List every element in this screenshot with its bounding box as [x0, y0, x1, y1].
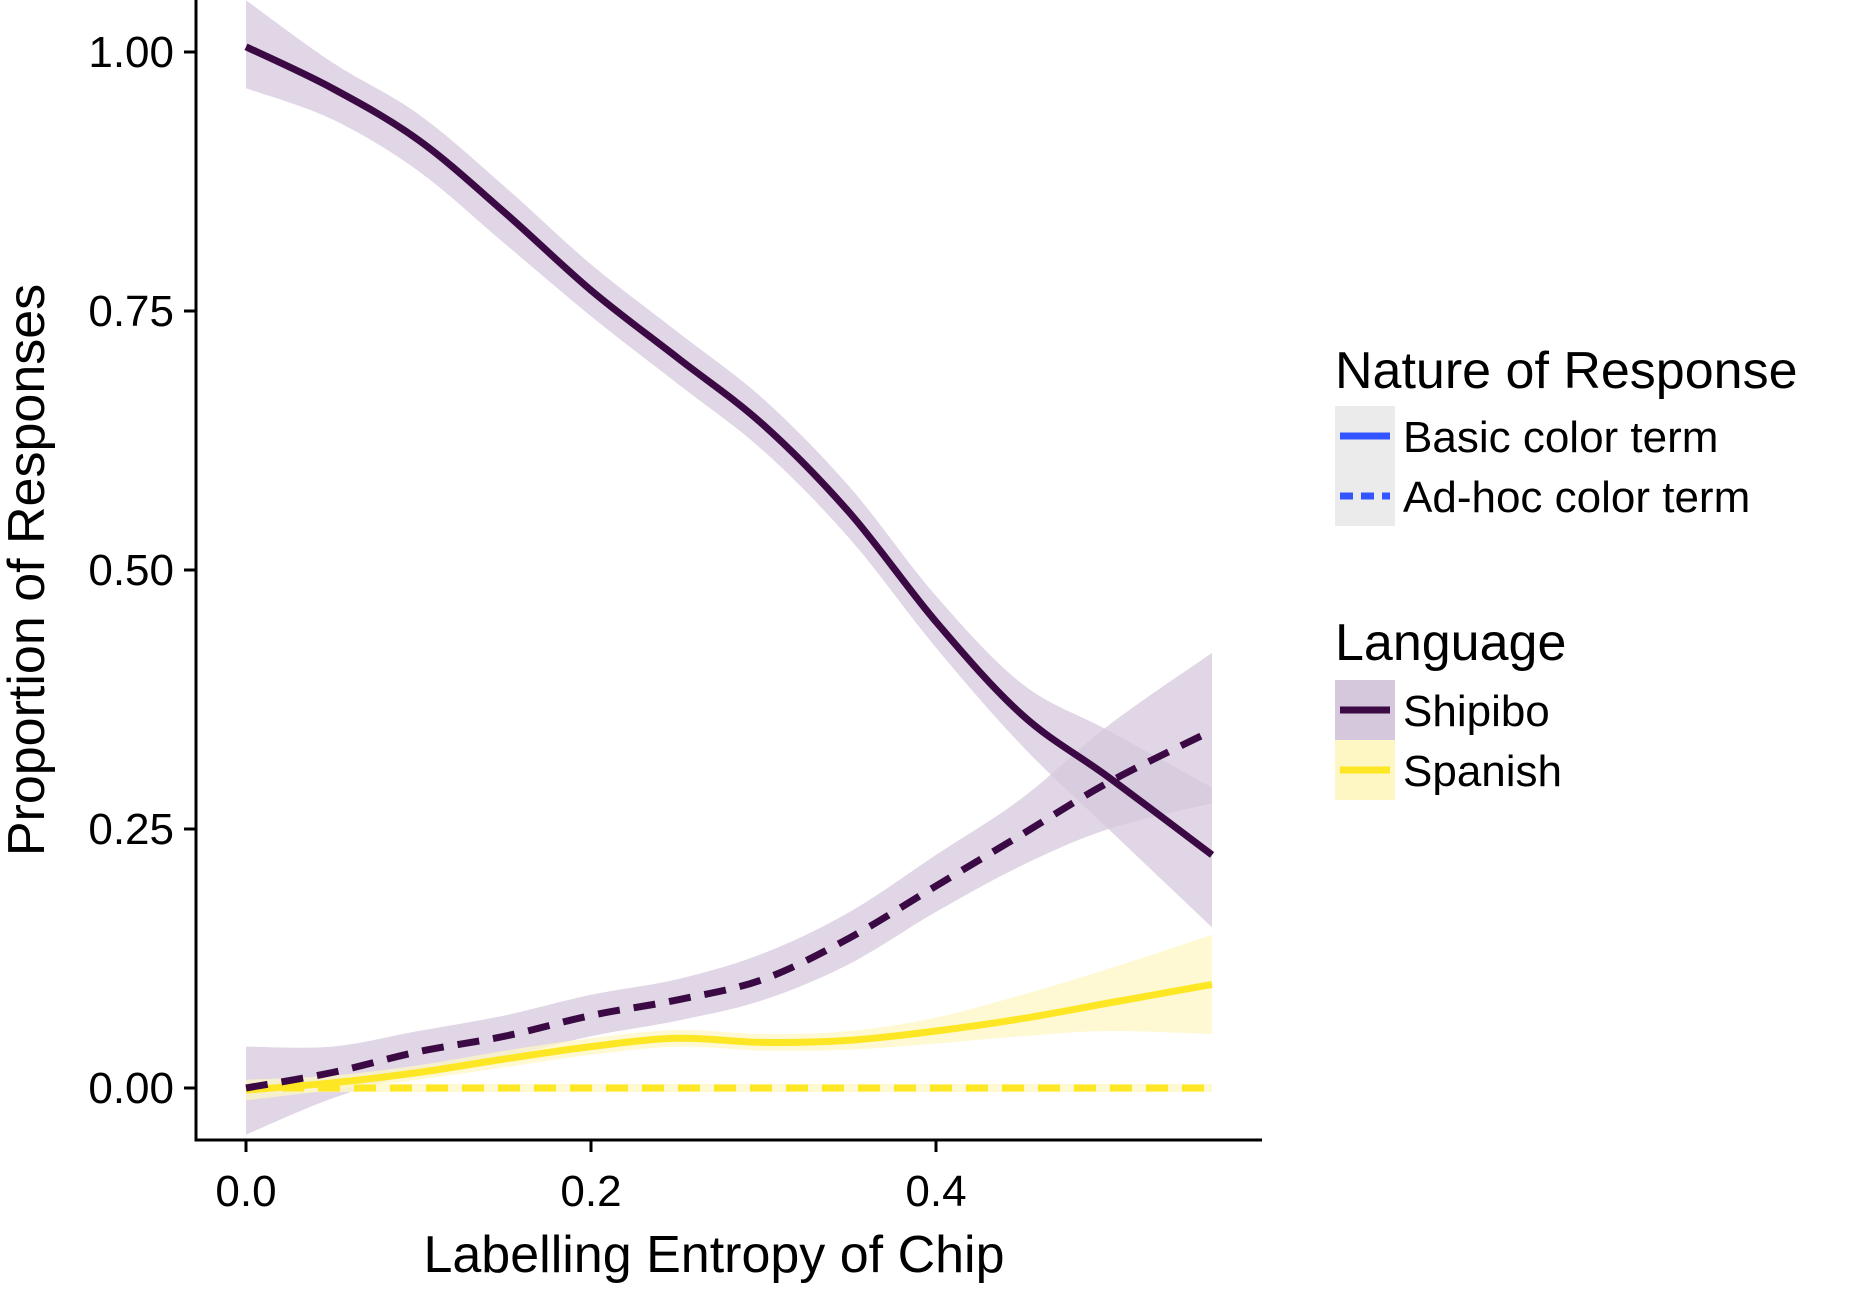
legend-label: Basic color term — [1403, 413, 1718, 462]
line-spanish-basic-color-term — [245, 980, 1213, 1094]
legend-label: Shipibo — [1403, 687, 1550, 736]
x-tick-label: 0.2 — [560, 1167, 621, 1216]
y-axis-ticks: 0.00 0.25 0.50 0.75 1.00 — [88, 28, 196, 1113]
x-tick-label: 0.0 — [215, 1167, 276, 1216]
legend-label: Spanish — [1403, 747, 1562, 796]
y-tick-label: 1.00 — [88, 28, 174, 77]
y-tick-label: 0.00 — [88, 1064, 174, 1113]
x-tick-label: 0.4 — [905, 1167, 966, 1216]
y-axis-title: Proportion of Responses — [0, 284, 56, 856]
y-tick-label: 0.50 — [88, 546, 174, 595]
legend-title: Nature of Response — [1335, 342, 1798, 400]
legend-title: Language — [1335, 614, 1566, 672]
legend-label: Ad-hoc color term — [1403, 473, 1750, 522]
line-shipibo-basic-color-term — [244, 43, 1215, 858]
confidence-bands — [246, 0, 1212, 1135]
legend: Nature of Response Basic color term Ad-hoc… — [1335, 342, 1798, 800]
line-shipibo-ad-hoc-color-term — [245, 727, 1214, 1092]
y-tick-label: 0.75 — [88, 287, 174, 336]
axes: 0.00 0.25 0.50 0.75 1.00 0.0 0.2 0.4 — [88, 0, 1262, 1216]
y-tick-label: 0.25 — [88, 805, 174, 854]
x-axis-ticks: 0.0 0.2 0.4 — [215, 1140, 967, 1216]
series-lines — [244, 43, 1215, 1094]
x-axis-title: Labelling Entropy of Chip — [423, 1226, 1004, 1284]
